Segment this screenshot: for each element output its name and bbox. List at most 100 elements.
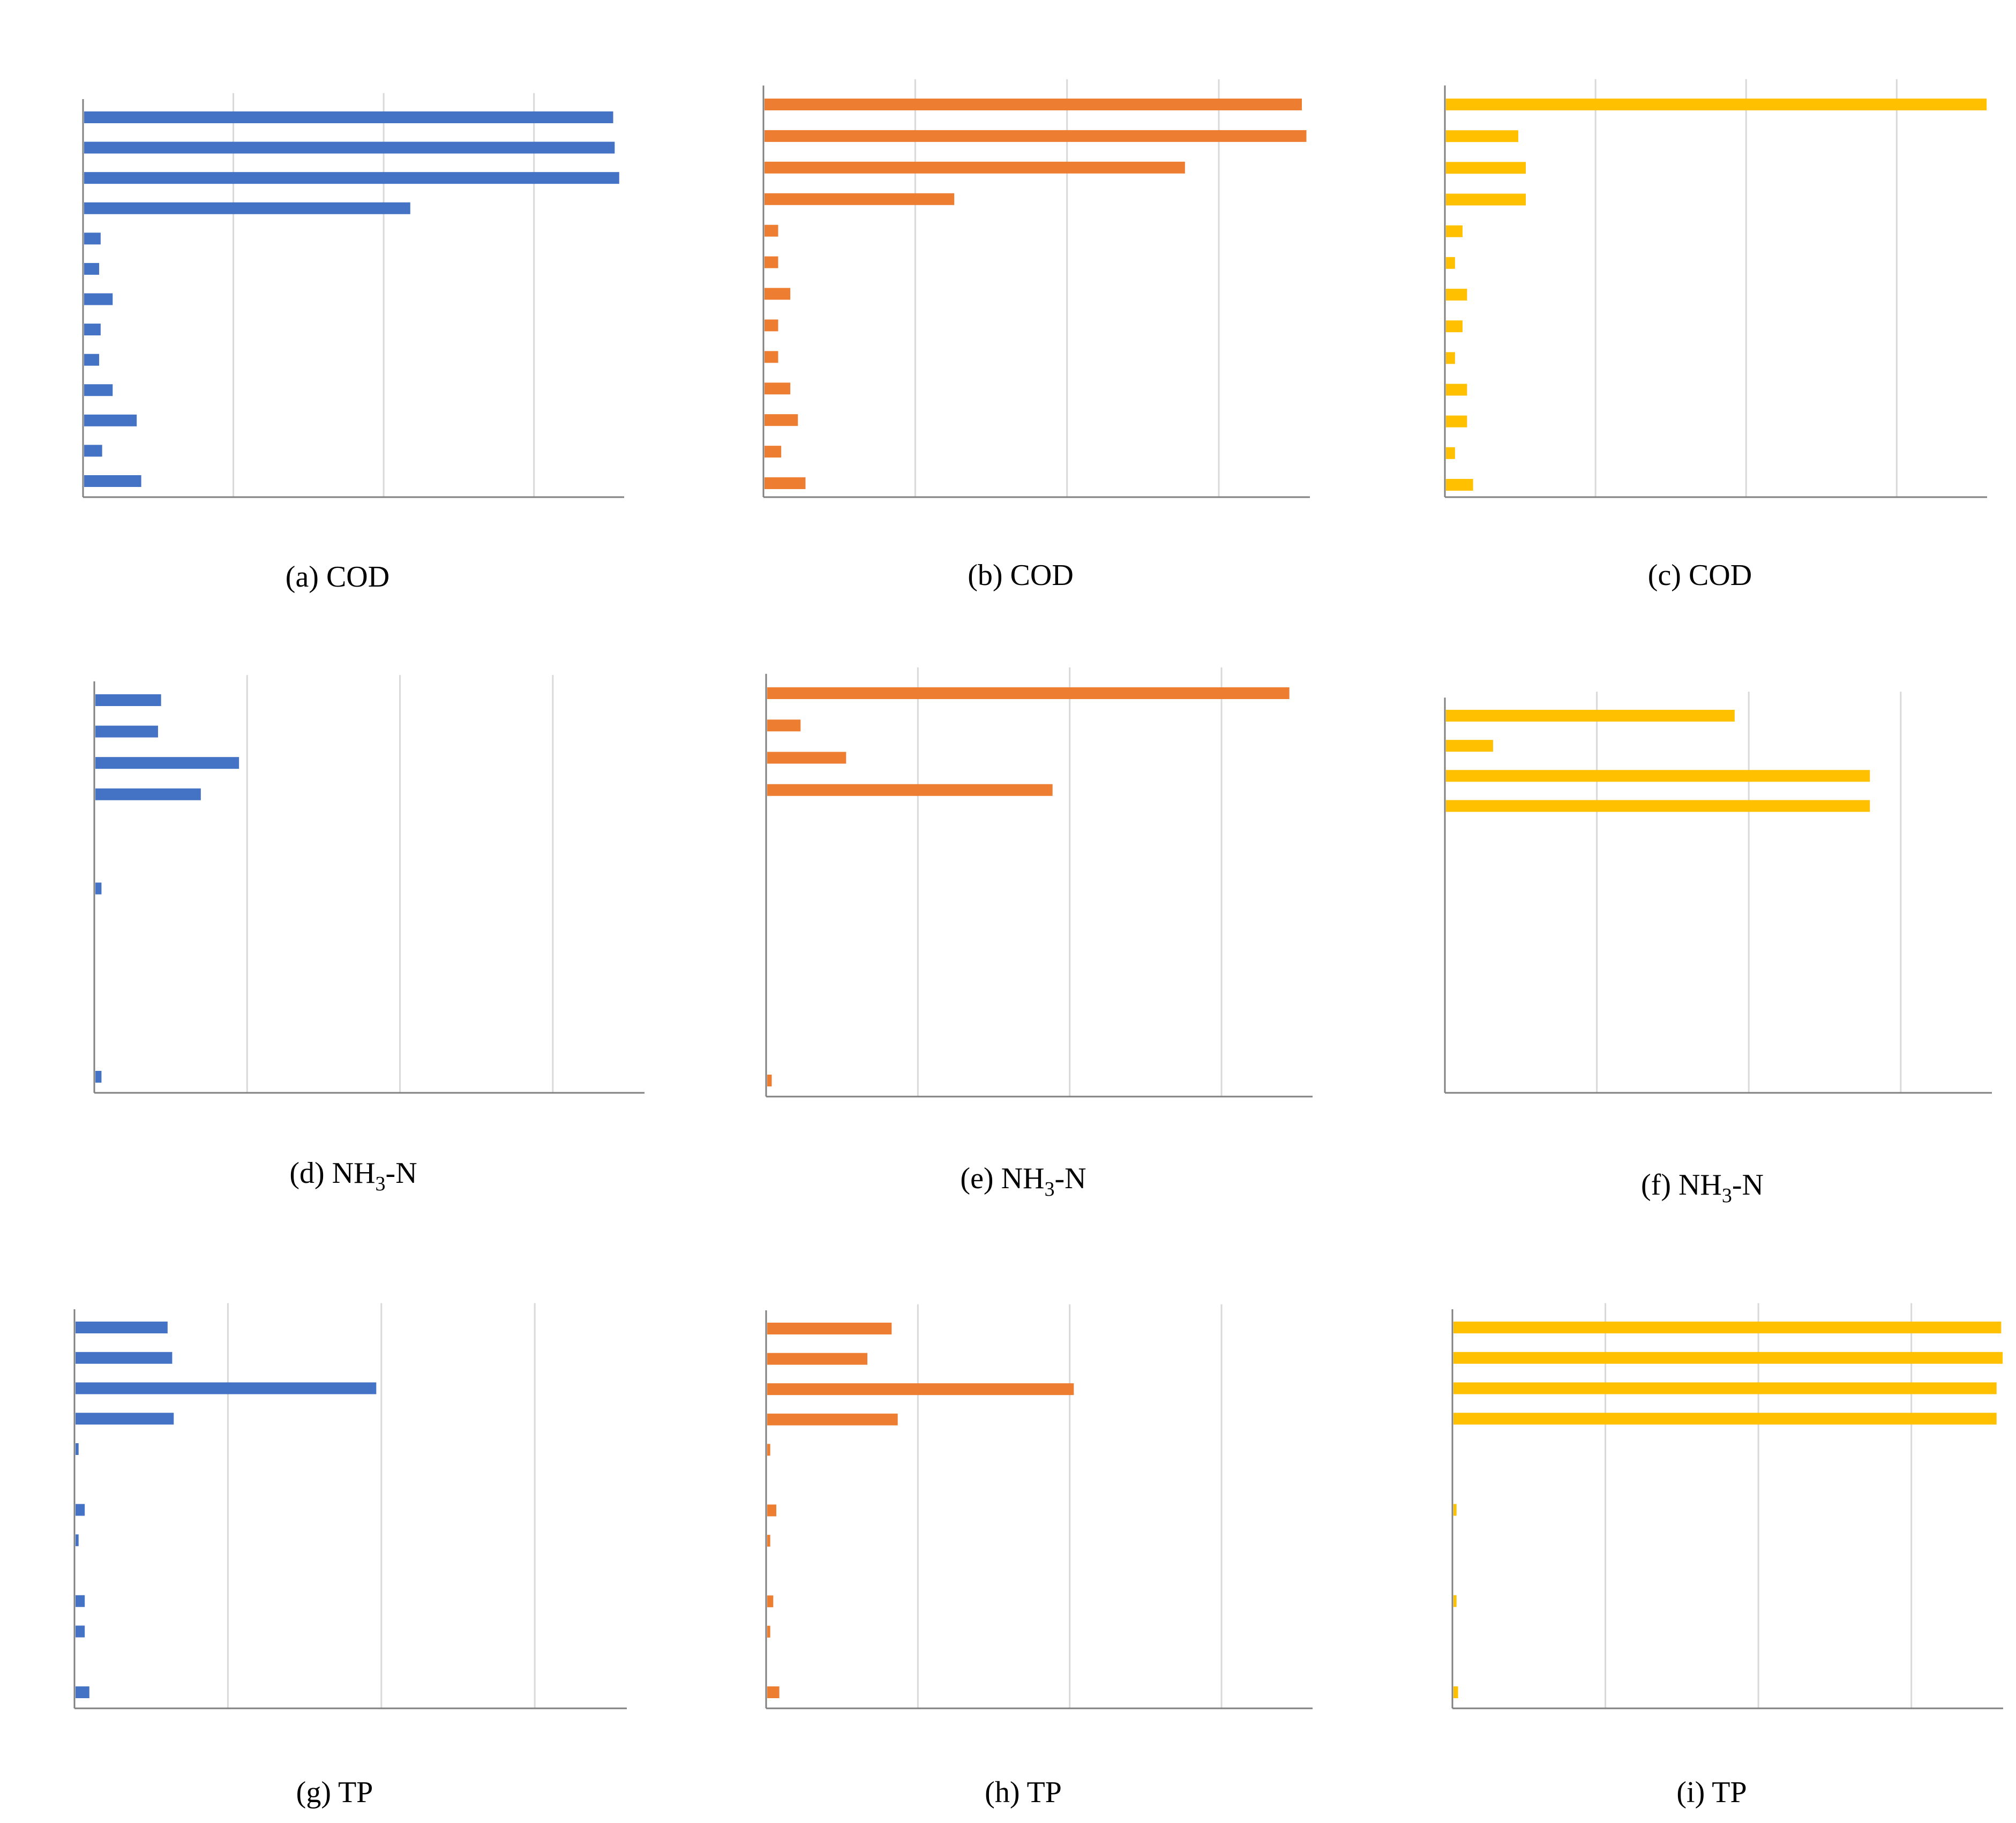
bar xyxy=(1446,447,1455,459)
panel-caption: (a) COD xyxy=(286,560,389,594)
caption-prefix: (b) xyxy=(968,559,1010,592)
caption-variable: TP xyxy=(1712,1776,1747,1809)
bar xyxy=(84,445,102,457)
chart-panel: (a) COD xyxy=(82,93,624,594)
caption-prefix: (f) xyxy=(1641,1168,1678,1202)
caption-prefix: (i) xyxy=(1676,1776,1712,1809)
bar xyxy=(1446,770,1870,782)
caption-prefix: (e) xyxy=(960,1162,1001,1195)
bar xyxy=(1453,1595,1457,1607)
bar xyxy=(1446,800,1870,812)
caption-prefix: (c) xyxy=(1648,559,1689,592)
bar xyxy=(84,232,101,245)
bar xyxy=(1453,1413,1997,1425)
bar xyxy=(95,882,102,895)
bar xyxy=(95,788,201,800)
bar xyxy=(84,141,615,154)
chart-panel: (b) COD xyxy=(762,79,1310,592)
caption-subscript: 3 xyxy=(1044,1178,1054,1201)
bar xyxy=(767,1075,772,1086)
bar xyxy=(767,1353,867,1365)
bar xyxy=(1446,193,1526,206)
caption-suffix: -N xyxy=(1732,1168,1764,1202)
bar xyxy=(1446,384,1467,396)
bar xyxy=(765,130,1307,142)
bar xyxy=(1446,257,1455,269)
bar xyxy=(1453,1352,2003,1364)
bar xyxy=(1446,710,1735,722)
bar xyxy=(1446,99,1987,110)
bar xyxy=(84,324,101,336)
bar xyxy=(765,161,1185,174)
bar xyxy=(84,202,410,214)
caption-variable: TP xyxy=(338,1776,373,1809)
bar xyxy=(767,1383,1074,1396)
chart-panel: (d) NH3-N xyxy=(93,675,644,1195)
bar xyxy=(765,99,1302,110)
bar xyxy=(767,1323,892,1334)
bar xyxy=(767,1595,774,1608)
bar xyxy=(765,446,782,458)
caption-suffix: -N xyxy=(386,1157,417,1190)
bar xyxy=(1446,289,1467,301)
bar xyxy=(76,1595,85,1607)
bar xyxy=(1446,352,1455,364)
panel-caption: (i) TP xyxy=(1676,1776,1747,1809)
bar xyxy=(767,1535,770,1547)
bar xyxy=(84,475,141,487)
bar xyxy=(1446,415,1467,427)
bar xyxy=(76,1504,85,1516)
bar xyxy=(767,719,801,732)
bar xyxy=(95,1071,102,1083)
bar xyxy=(84,293,113,305)
bar xyxy=(765,224,778,237)
bar xyxy=(95,725,158,738)
caption-variable: NH xyxy=(332,1157,376,1190)
panel-caption: (c) COD xyxy=(1648,559,1752,592)
bar xyxy=(76,1534,79,1547)
caption-prefix: (d) xyxy=(289,1157,332,1190)
bar xyxy=(767,752,846,764)
bar xyxy=(1446,320,1463,333)
bar xyxy=(765,477,806,489)
bar xyxy=(767,1413,898,1426)
caption-prefix: (g) xyxy=(296,1776,338,1809)
bar xyxy=(76,1686,89,1698)
bar xyxy=(767,687,1290,699)
bar xyxy=(1453,1504,1457,1516)
caption-variable: NH xyxy=(1678,1168,1722,1202)
panel-caption: (d) NH3-N xyxy=(289,1157,417,1195)
bar xyxy=(767,1444,770,1456)
bar xyxy=(767,1625,770,1638)
bar xyxy=(84,111,613,123)
caption-variable: COD xyxy=(1689,559,1752,592)
bar xyxy=(765,288,791,300)
caption-variable: COD xyxy=(1010,559,1074,592)
caption-variable: NH xyxy=(1001,1162,1045,1195)
caption-prefix: (h) xyxy=(985,1776,1026,1809)
chart-panel: (c) COD xyxy=(1444,79,1987,592)
bar xyxy=(767,784,1053,796)
caption-prefix: (a) xyxy=(286,560,326,594)
bar xyxy=(1446,162,1526,174)
bar xyxy=(1453,1382,1997,1394)
bar xyxy=(95,757,239,769)
bar xyxy=(95,694,161,706)
chart-panel: (f) NH3-N xyxy=(1444,692,1992,1207)
bar xyxy=(765,193,955,205)
caption-suffix: -N xyxy=(1054,1162,1086,1195)
panel-caption: (b) COD xyxy=(968,559,1074,592)
bar xyxy=(1446,225,1463,237)
bar xyxy=(84,414,137,426)
bar xyxy=(76,1382,377,1394)
bar xyxy=(1453,1322,2002,1333)
chart-panel: (i) TP xyxy=(1451,1303,2003,1809)
chart-panel: (e) NH3-N xyxy=(765,667,1313,1201)
chart-panel: (g) TP xyxy=(73,1303,627,1809)
bar xyxy=(84,262,100,275)
caption-variable: COD xyxy=(326,560,389,594)
panel-caption: (g) TP xyxy=(296,1776,373,1809)
bar xyxy=(76,1322,168,1333)
bar xyxy=(765,351,778,363)
